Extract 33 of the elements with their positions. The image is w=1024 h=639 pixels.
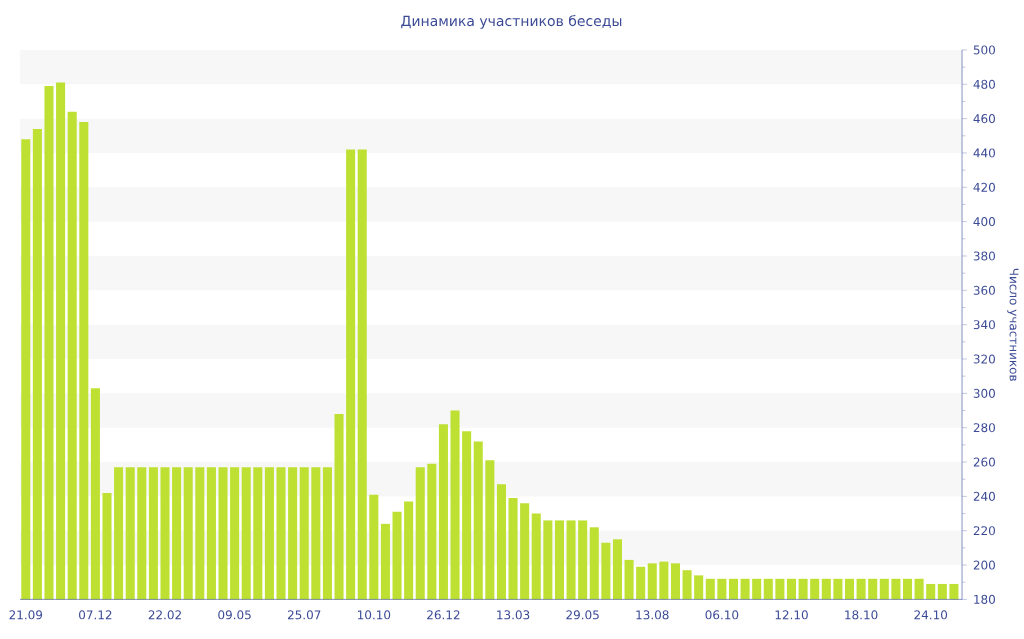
x-tick-label: 10.10 [357,610,391,620]
x-tick-label: 26.12 [427,610,460,620]
y-tick-label: 500 [973,45,995,55]
x-tick-label: 29.05 [566,610,599,620]
y-tick-label: 460 [973,113,995,123]
y-tick-label: 320 [973,354,995,364]
x-tick-label: 22.02 [148,610,181,620]
y-tick-label: 480 [973,79,995,89]
x-tick-label: 18.10 [845,610,878,620]
chart-title: Динамика участников беседы [401,14,622,29]
x-tick-label: 24.10 [914,610,948,620]
y-tick-label: 420 [973,182,995,192]
y-tick-label: 360 [973,285,995,295]
x-tick-label: 06.10 [705,610,739,620]
y-tick-label: 280 [973,422,995,433]
y-tick-label: 240 [973,491,995,501]
y-tick-label: 180 [974,594,995,604]
y-tick-label: 260 [973,457,995,467]
x-tick-label: 13.03 [497,610,530,620]
x-tick-label: 12.10 [775,610,808,620]
x-tick-label: 25.07 [287,610,321,620]
y-tick-label: 380 [973,251,995,261]
x-tick-label: 07.12 [79,610,112,620]
y-tick-label: 340 [973,319,995,330]
y-tick-label: 440 [973,148,995,158]
x-tick-label: 09.05 [218,610,251,620]
y-tick-label: 200 [973,560,995,570]
y-axis-title: Число участников [1007,268,1019,381]
x-tick-label: 21.09 [9,610,43,620]
y-tick-label: 400 [973,216,995,226]
y-tick-label: 300 [973,388,995,398]
y-tick-label: 220 [973,526,995,536]
x-tick-label: 13.08 [636,610,669,620]
